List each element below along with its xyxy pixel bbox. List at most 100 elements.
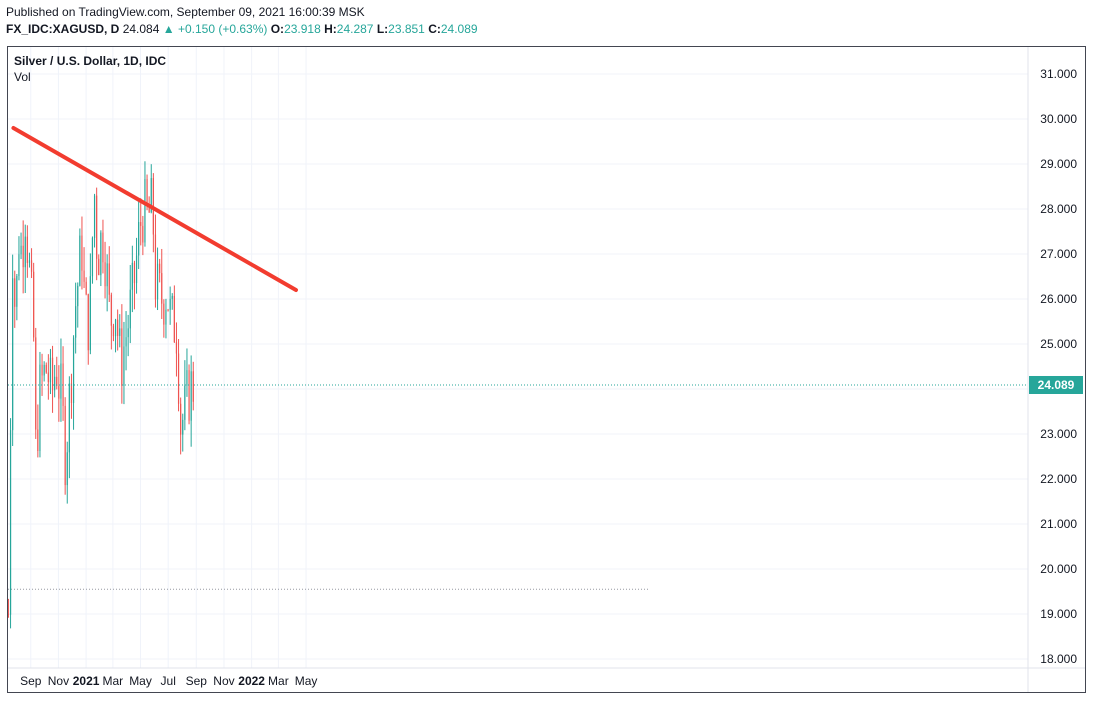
candle-body — [30, 260, 33, 272]
candle-body — [106, 263, 108, 287]
candle-body — [93, 195, 96, 238]
candle-body — [135, 255, 138, 284]
candle-body — [150, 178, 152, 213]
candle-body — [60, 363, 62, 399]
candle-body — [100, 232, 102, 276]
candle-body — [33, 271, 35, 338]
candle-body — [16, 276, 18, 307]
candle-body — [20, 245, 22, 255]
up-arrow-icon: ▲ — [162, 22, 175, 36]
candle-body — [173, 295, 175, 343]
trendline[interactable] — [11, 126, 298, 292]
candle-body — [79, 235, 81, 286]
candle-body — [144, 179, 146, 243]
candle-body — [45, 364, 47, 373]
candle-body — [156, 263, 159, 300]
candle-body — [77, 285, 79, 307]
candle-body — [146, 179, 148, 205]
candle-body — [83, 270, 85, 282]
x-tick-label: May — [295, 674, 318, 688]
x-tick-label: Sep — [186, 674, 208, 688]
candle-body — [142, 225, 144, 243]
y-tick-label: 29.000 — [1040, 157, 1077, 171]
candle-body — [24, 236, 26, 268]
x-tick-label: Nov — [48, 674, 69, 688]
candle-body — [159, 263, 161, 274]
y-tick-label: 30.000 — [1040, 112, 1077, 126]
y-tick-label: 19.000 — [1040, 607, 1077, 621]
candle-body — [43, 364, 45, 376]
grid-lines — [8, 47, 1028, 668]
candle-body — [177, 353, 180, 404]
trendline-segment — [11, 126, 298, 292]
candle-body — [22, 245, 24, 268]
change-value: +0.150 (+0.63%) — [177, 22, 268, 36]
candle-body — [121, 328, 123, 386]
candle-body — [87, 294, 89, 351]
candle-body — [163, 303, 165, 325]
price-tag-label: 24.089 — [1038, 378, 1075, 392]
candle-body — [54, 376, 56, 391]
candle-body — [72, 337, 75, 403]
low-value: 23.851 — [388, 22, 425, 36]
candle-body — [119, 328, 121, 336]
candle-body — [175, 342, 178, 354]
x-tick-label: 2022 — [238, 674, 265, 688]
open-label: O: — [270, 22, 285, 36]
price-axis[interactable]: 31.000 30.000 29.000 28.000 27.000 26.000 25.0… — [1040, 67, 1077, 666]
candle-body — [81, 235, 83, 271]
candle-body — [49, 357, 52, 383]
high-value: 24.287 — [336, 22, 374, 36]
candle-body — [125, 337, 127, 347]
candle-body — [104, 262, 106, 287]
candle-body — [58, 385, 60, 399]
candle-body — [165, 309, 167, 325]
candle-body — [7, 614, 10, 615]
candle-body — [182, 419, 184, 435]
candle-body — [91, 237, 94, 277]
time-axis[interactable]: Sep Nov 2021 Mar May Jul Sep Nov 2022 Mar May — [20, 674, 317, 688]
candle-body — [131, 262, 133, 290]
chart-frame[interactable]: 31.000 30.000 29.000 28.000 27.000 26.000 25.0… — [7, 46, 1086, 693]
candle-body — [37, 429, 39, 451]
close-label: C: — [428, 22, 441, 36]
candle-body — [12, 278, 14, 431]
x-tick-label: 2021 — [73, 674, 100, 688]
y-tick-label: 31.000 — [1040, 67, 1077, 81]
quote-line: FX_IDC:XAGUSD, D 24.084 ▲ +0.150 (+0.63%… — [6, 22, 478, 36]
last-price-tag: 24.089 — [1029, 375, 1083, 394]
candle-body — [154, 234, 157, 300]
candle-body — [133, 262, 136, 284]
price-tag-box — [1029, 375, 1083, 394]
y-tick-label: 21.000 — [1040, 517, 1077, 531]
candle-body — [89, 276, 91, 351]
x-tick-label: Mar — [103, 674, 124, 688]
candle-body — [186, 370, 188, 386]
candle-body — [102, 232, 104, 263]
candle-body — [96, 195, 98, 259]
chart-title: Silver / U.S. Dollar, 1D, IDC — [14, 54, 166, 68]
candle-body — [75, 306, 77, 338]
candle-body — [188, 370, 190, 421]
y-tick-label: 23.000 — [1040, 427, 1077, 441]
candle-body — [39, 364, 41, 451]
candle-body — [180, 403, 182, 435]
candle-body — [26, 236, 28, 263]
y-tick-label: 22.000 — [1040, 472, 1077, 486]
price-chart[interactable]: 31.000 30.000 29.000 28.000 27.000 26.000 25.0… — [7, 47, 1085, 692]
last-price: 24.084 — [122, 22, 160, 36]
candle-body — [190, 371, 192, 421]
candle-body — [35, 337, 37, 430]
candlestick-series[interactable] — [7, 161, 194, 629]
candle-body — [112, 325, 115, 337]
candle-body — [140, 222, 142, 226]
symbol-label: FX_IDC:XAGUSD, D — [6, 22, 120, 36]
candle-body — [171, 295, 173, 299]
y-tick-label: 28.000 — [1040, 202, 1077, 216]
candle-body — [138, 222, 140, 256]
x-tick-label: Jul — [161, 674, 176, 688]
candle-body — [51, 357, 54, 391]
candle-body — [127, 328, 129, 338]
candle-body — [114, 319, 117, 337]
close-value: 24.089 — [440, 22, 478, 36]
